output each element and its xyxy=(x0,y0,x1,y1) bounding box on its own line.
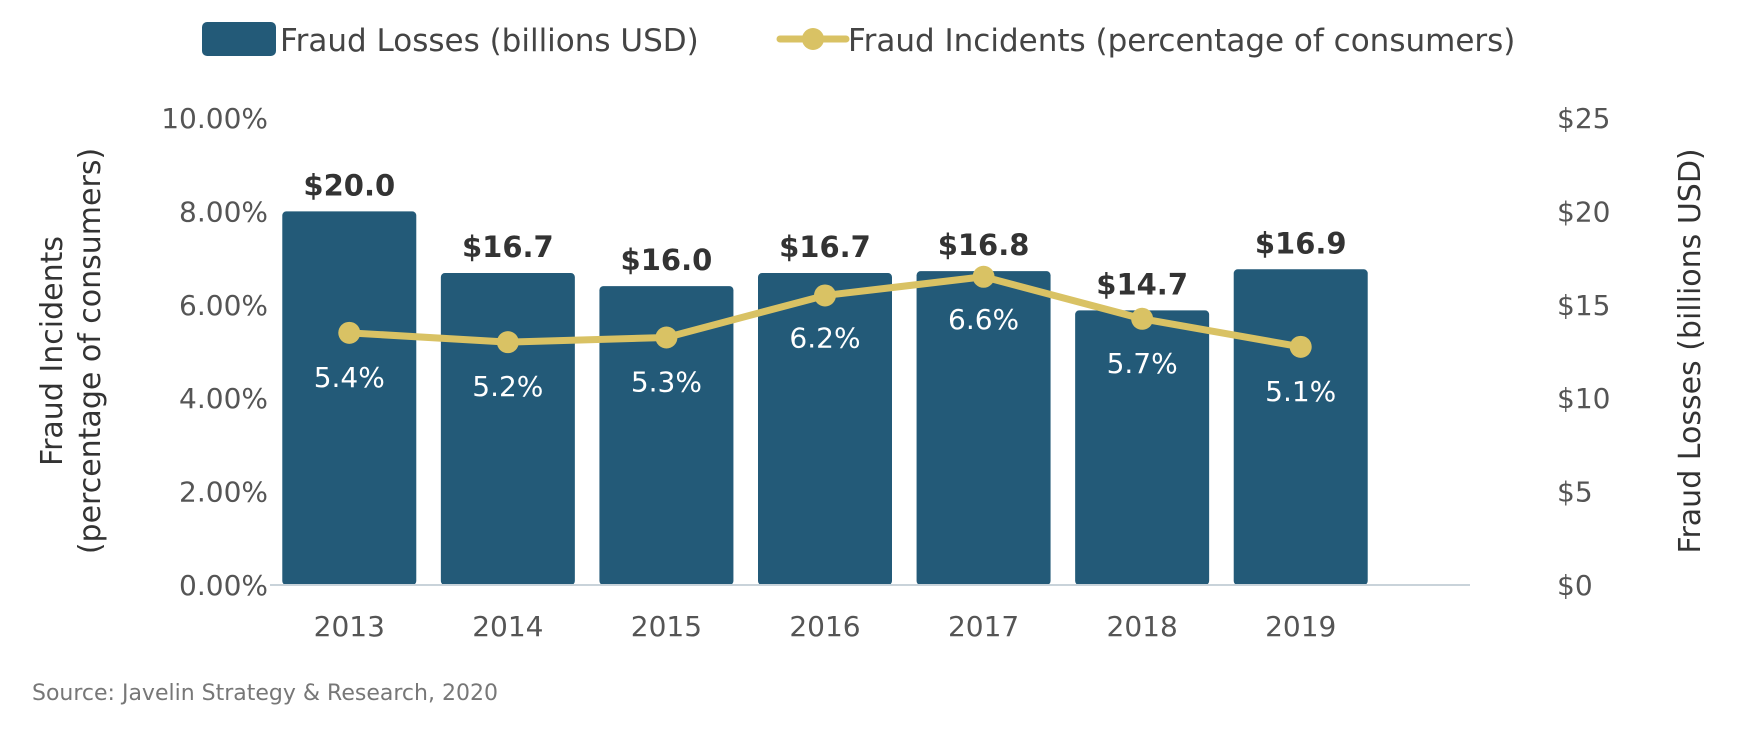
legend-label-fraud-losses: Fraud Losses (billions USD) xyxy=(280,23,699,59)
bar-label-2015: $16.0 xyxy=(621,243,713,277)
legend-swatch-fraud-losses xyxy=(202,22,276,56)
x-tick-label-2019: 2019 xyxy=(1265,610,1336,643)
bar-label-2019: $16.9 xyxy=(1255,226,1347,260)
left-axis-title-line: (percentage of consumers) xyxy=(73,148,108,554)
legend-label-fraud-incidents: Fraud Incidents (percentage of consumers… xyxy=(848,23,1515,59)
incidents-label-2017: 6.6% xyxy=(948,303,1019,336)
incidents-point-2016 xyxy=(814,284,836,307)
x-axis: 2013 2014 2015 2016 2017 2018 2019 xyxy=(314,610,1337,643)
left-tick-label: 10.00% xyxy=(161,102,268,135)
right-tick-label: $10 xyxy=(1557,382,1610,415)
legend: Fraud Losses (billions USD) Fraud Inciden… xyxy=(202,22,1515,59)
right-tick-label: $0 xyxy=(1557,569,1593,602)
bar-2015 xyxy=(599,286,734,585)
left-tick-label: 4.00% xyxy=(179,382,268,415)
legend-swatch-marker-fraud-incidents xyxy=(802,28,824,50)
incidents-point-2019 xyxy=(1289,335,1312,358)
x-tick-label-2017: 2017 xyxy=(948,610,1019,643)
incidents-point-2018 xyxy=(1131,307,1154,330)
bar-2017 xyxy=(916,271,1051,585)
incidents-point-2015 xyxy=(655,326,678,349)
x-tick-label-2015: 2015 xyxy=(631,610,702,643)
incidents-label-2015: 5.3% xyxy=(631,365,702,398)
incidents-point-2013 xyxy=(338,321,361,344)
incidents-label-2014: 5.2% xyxy=(472,370,543,403)
line-layer: 5.4% 5.2% 5.3% 6.2% 6.6% 5.7% 5.1% xyxy=(314,265,1336,408)
x-tick-label-2018: 2018 xyxy=(1107,610,1178,643)
left-tick-label: 6.00% xyxy=(179,289,268,322)
incidents-point-2017 xyxy=(972,265,995,288)
incidents-label-2019: 5.1% xyxy=(1265,375,1336,408)
bar-2018 xyxy=(1075,310,1210,585)
x-tick-label-2016: 2016 xyxy=(789,610,860,643)
left-tick-label: 8.00% xyxy=(179,195,268,228)
bar-2014 xyxy=(440,273,575,585)
left-tick-label: 2.00% xyxy=(179,476,268,509)
bar-2019 xyxy=(1233,269,1368,585)
bar-label-2018: $14.7 xyxy=(1096,267,1188,301)
right-tick-label: $20 xyxy=(1557,195,1610,228)
right-axis-title: Fraud Losses (billions USD) xyxy=(1673,148,1708,553)
right-tick-label: $5 xyxy=(1557,476,1593,509)
left-axis-title: Fraud Incidents (percentage of consumers) xyxy=(35,148,108,554)
bar-label-2016: $16.7 xyxy=(779,230,871,264)
bars-layer: $20.0 $16.7 $16.0 $16.7 $16.8 $14.7 $16.9 xyxy=(282,168,1368,585)
right-tick-label: $25 xyxy=(1557,102,1610,135)
right-axis: $0 $5 $10 $15 $20 $25 Fraud Losses (billions U… xyxy=(1557,102,1708,602)
right-tick-label: $15 xyxy=(1557,289,1610,322)
incidents-label-2013: 5.4% xyxy=(314,361,385,394)
incidents-label-2016: 6.2% xyxy=(789,321,860,354)
bar-2016 xyxy=(758,273,892,585)
incidents-label-2018: 5.7% xyxy=(1107,347,1178,380)
left-tick-label: 0.00% xyxy=(179,569,268,602)
x-tick-label-2014: 2014 xyxy=(472,610,543,643)
left-axis-title-line: Fraud Incidents xyxy=(35,236,70,466)
bar-label-2017: $16.8 xyxy=(938,228,1030,262)
source-note: Source: Javelin Strategy & Research, 202… xyxy=(32,681,498,706)
left-axis: 0.00% 2.00% 4.00% 6.00% 8.00% 10.00% Fraud Inc… xyxy=(35,102,268,602)
incidents-point-2014 xyxy=(496,331,519,354)
bar-label-2014: $16.7 xyxy=(462,230,554,264)
bar-2013 xyxy=(282,211,417,585)
x-tick-label-2013: 2013 xyxy=(314,610,385,643)
bar-label-2013: $20.0 xyxy=(303,168,395,202)
